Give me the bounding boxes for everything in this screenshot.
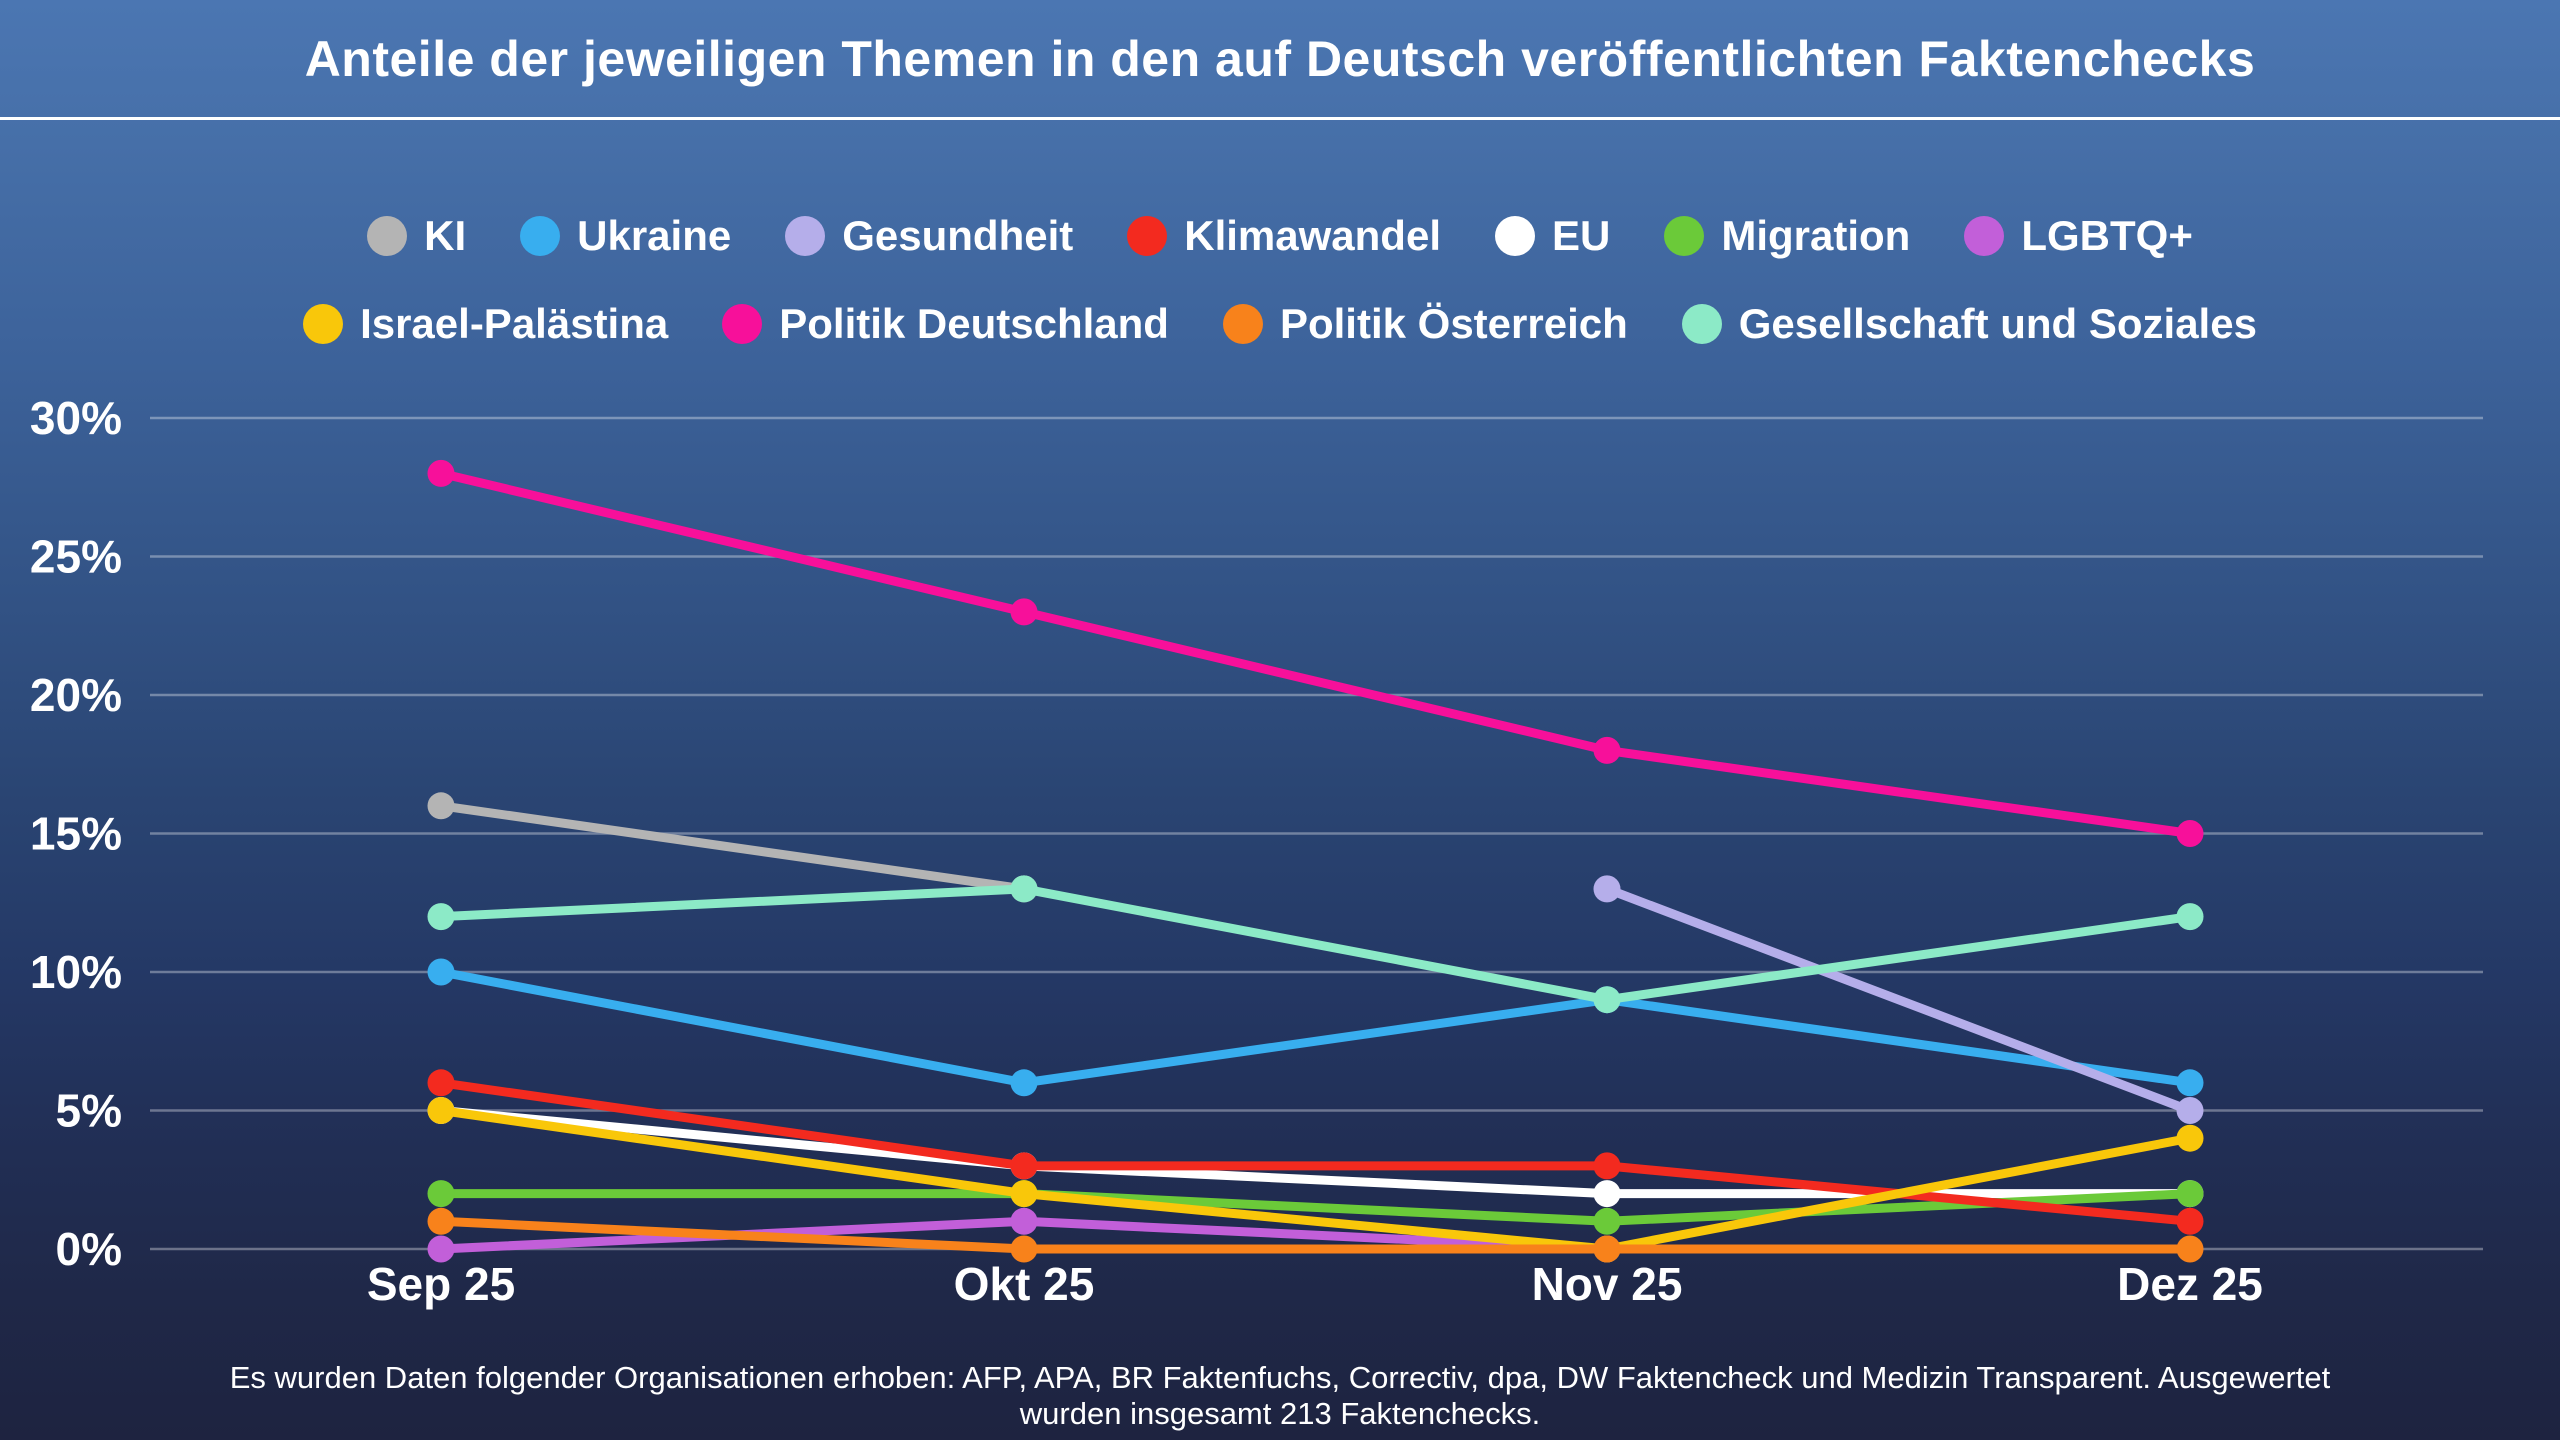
legend-marker-politik-osterreich [1222, 304, 1263, 344]
legend-item-lgbtq: LGBTQ+ [1964, 212, 2193, 260]
x-axis-label-dez-25: Dez 25 [2117, 1258, 2263, 1310]
data-point-lgbtq-okt-25 [1010, 1207, 1038, 1235]
data-point-ukraine-okt-25 [1010, 1069, 1038, 1097]
legend-label: KI [424, 212, 467, 259]
legend-item-ki: KI [367, 212, 466, 260]
legend-label: Gesellschaft und Soziales [1738, 300, 2257, 347]
y-axis-label-20: 20% [30, 669, 122, 721]
series-line-politik-osterreich [436, 1216, 2195, 1254]
series-line-migration [436, 1189, 2195, 1226]
data-point-gesundheit-nov-25 [1593, 875, 1621, 903]
series-line-gesellschaft-und-soziales [436, 884, 2195, 1005]
data-point-gesellschaft-und-soziales-dez-25 [2176, 903, 2204, 931]
title-bar: Anteile der jeweiligen Themen in den auf… [0, 0, 2560, 120]
y-axis-label-15: 15% [30, 808, 122, 860]
data-point-klimawandel-sep-25 [427, 1069, 455, 1097]
series-line-israel-palastina [436, 1106, 2195, 1254]
legend-label: Klimawandel [1184, 212, 1441, 259]
chart-title: Anteile der jeweiligen Themen in den auf… [304, 30, 2256, 87]
data-point-gesellschaft-und-soziales-okt-25 [1010, 875, 1038, 903]
x-axis-label-okt-25: Okt 25 [954, 1258, 1095, 1310]
source-note-line2: wurden insgesamt 213 Faktenchecks. [1019, 1396, 1541, 1431]
legend-marker-klimawandel [1127, 216, 1168, 256]
series-line-ukraine [436, 967, 2195, 1088]
data-point-politik-osterreich-dez-25 [2176, 1235, 2204, 1263]
data-point-politik-osterreich-sep-25 [427, 1207, 455, 1235]
data-point-klimawandel-okt-25 [1010, 1152, 1038, 1180]
legend-item-migration: Migration [1664, 212, 1910, 260]
legend-item-gesellschaft-und-soziales: Gesellschaft und Soziales [1681, 300, 2257, 348]
data-point-politik-deutschland-sep-25 [427, 459, 455, 487]
source-note-line1: Es wurden Daten folgender Organisationen… [229, 1360, 2331, 1395]
chart-legend: KI Ukraine Gesundheit Klimawandel EU Migratio… [0, 212, 2560, 348]
legend-label: EU [1552, 212, 1611, 259]
data-point-migration-nov-25 [1593, 1207, 1621, 1235]
data-point-gesellschaft-und-soziales-nov-25 [1593, 986, 1621, 1014]
legend-item-ukraine: Ukraine [520, 212, 731, 260]
legend-row-1: KI Ukraine Gesundheit Klimawandel EU Migratio… [367, 212, 2193, 260]
series-line-gesundheit [1602, 884, 2195, 1115]
data-point-gesundheit-dez-25 [2176, 1097, 2204, 1124]
data-point-politik-osterreich-nov-25 [1593, 1235, 1621, 1263]
legend-label: LGBTQ+ [2021, 212, 2193, 259]
data-point-ki-sep-25 [427, 792, 455, 820]
legend-marker-gesundheit [785, 216, 826, 256]
data-point-israel-palastina-sep-25 [427, 1097, 455, 1124]
legend-label: Ukraine [577, 212, 732, 259]
legend-marker-eu [1495, 216, 1535, 256]
legend-marker-ukraine [520, 216, 561, 256]
legend-marker-politik-deutschland [722, 304, 763, 344]
data-point-israel-palastina-okt-25 [1010, 1180, 1038, 1208]
data-point-klimawandel-nov-25 [1593, 1152, 1621, 1180]
series-line-ki [436, 801, 1029, 894]
source-note: Es wurden Daten folgender Organisationen… [0, 1360, 2560, 1432]
legend-item-eu: EU [1495, 212, 1610, 260]
legend-item-politik-osterreich: Politik Österreich [1222, 300, 1628, 348]
data-point-ukraine-sep-25 [427, 958, 455, 986]
data-point-gesellschaft-und-soziales-sep-25 [427, 903, 455, 931]
x-axis-label-nov-25: Nov 25 [1532, 1258, 1683, 1310]
legend-label: Israel-Palästina [360, 300, 669, 347]
legend-item-politik-deutschland: Politik Deutschland [722, 300, 1169, 348]
data-point-migration-sep-25 [427, 1180, 455, 1208]
series-line-politik-deutschland [436, 468, 2195, 838]
legend-marker-gesellschaft-und-soziales [1681, 304, 1722, 344]
data-point-eu-nov-25 [1593, 1180, 1621, 1208]
y-axis-label-30: 30% [30, 392, 122, 444]
legend-marker-migration [1664, 216, 1705, 256]
data-point-migration-dez-25 [2176, 1180, 2204, 1208]
legend-row-2: Israel-Palästina Politik Deutschland Polit… [303, 300, 2257, 348]
data-point-lgbtq-sep-25 [427, 1235, 455, 1263]
y-axis-label-25: 25% [30, 531, 122, 583]
legend-label: Politik Österreich [1279, 300, 1628, 347]
data-point-politik-deutschland-dez-25 [2176, 820, 2204, 847]
legend-marker-lgbtq [1964, 216, 2005, 256]
legend-item-gesundheit: Gesundheit [785, 212, 1073, 260]
data-point-politik-deutschland-okt-25 [1010, 598, 1038, 626]
x-axis-label-sep-25: Sep 25 [367, 1258, 515, 1310]
data-point-politik-deutschland-nov-25 [1593, 736, 1621, 764]
data-point-ukraine-dez-25 [2176, 1069, 2204, 1097]
legend-item-israel-palastina: Israel-Palästina [303, 300, 668, 348]
legend-marker-ki [367, 216, 408, 256]
y-axis-label-0: 0% [56, 1223, 122, 1275]
data-point-politik-osterreich-okt-25 [1010, 1235, 1038, 1263]
legend-marker-israel-palastina [303, 304, 344, 344]
legend-label: Gesundheit [842, 212, 1074, 259]
legend-item-klimawandel: Klimawandel [1127, 212, 1441, 260]
y-axis-label-10: 10% [30, 946, 122, 998]
legend-label: Migration [1721, 212, 1911, 259]
y-axis-label-5: 5% [56, 1085, 122, 1137]
legend-label: Politik Deutschland [779, 300, 1169, 347]
data-point-klimawandel-dez-25 [2176, 1207, 2204, 1235]
data-point-israel-palastina-dez-25 [2176, 1124, 2204, 1152]
